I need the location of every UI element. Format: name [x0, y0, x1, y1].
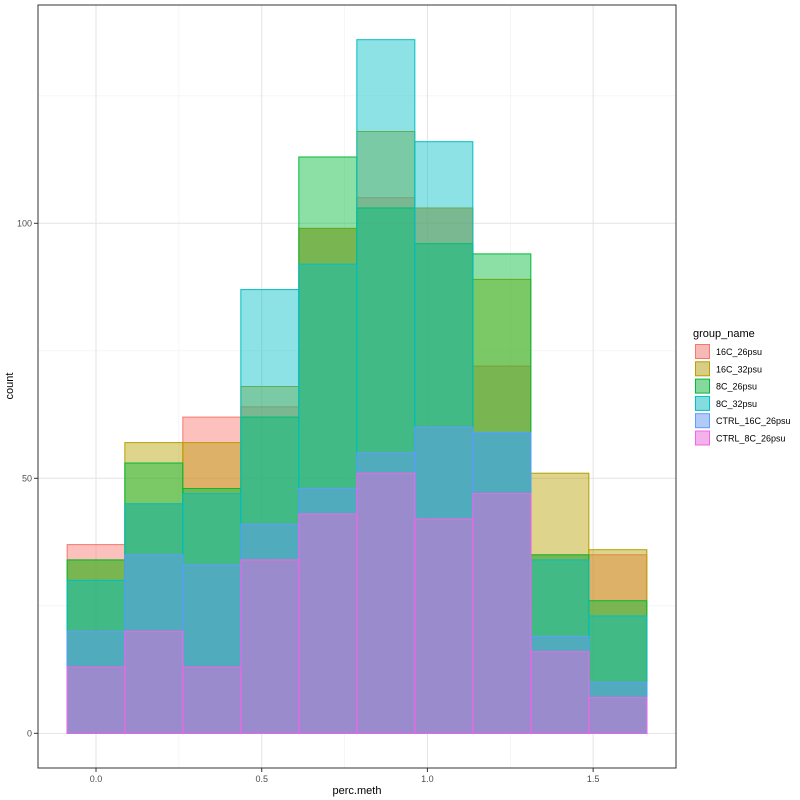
legend-key-bg — [695, 378, 710, 394]
bar-CTRL_8C_26psu-bin-7 — [472, 493, 532, 734]
bar-8C_32psu-bin-7 — [472, 431, 532, 734]
bar-16C_26psu-bin-8 — [530, 554, 590, 734]
x-tick-label: 1.0 — [421, 774, 434, 784]
series-16C_26psu — [66, 197, 648, 734]
y-axis-ticks: 0 50 100 — [17, 218, 38, 738]
legend-label: 8C_26psu — [716, 382, 757, 392]
legend-item-8C_32psu: 8C_32psu — [695, 395, 757, 411]
y-axis-label: count — [4, 373, 16, 400]
bar-16C_32psu-bin-0 — [66, 559, 126, 734]
bars — [66, 39, 648, 734]
legend-label: 8C_32psu — [716, 399, 757, 409]
legend-key-bg — [695, 344, 710, 359]
bar-8C_26psu-bin-6 — [414, 243, 474, 734]
bar-16C_26psu-bin-4 — [298, 227, 358, 734]
bar-16C_26psu-bin-3 — [240, 406, 300, 734]
x-axis-label: perc.meth — [333, 785, 382, 797]
series-CTRL_8C_26psu — [66, 472, 648, 734]
legend-label: CTRL_8C_26psu — [716, 434, 786, 444]
bar-8C_32psu-bin-4 — [298, 263, 358, 734]
bar-8C_32psu-bin-6 — [414, 141, 474, 734]
bar-CTRL_8C_26psu-bin-9 — [588, 697, 648, 734]
legend-item-8C_26psu: 8C_26psu — [695, 378, 757, 394]
bar-8C_26psu-bin-1 — [124, 462, 184, 734]
bar-CTRL_16C_26psu-bin-5 — [356, 452, 416, 734]
bar-CTRL_8C_26psu-bin-1 — [124, 630, 184, 734]
bar-CTRL_16C_26psu-bin-9 — [588, 681, 648, 734]
legend-key-bg — [695, 413, 710, 429]
bar-CTRL_16C_26psu-bin-1 — [124, 554, 184, 734]
bar-8C_32psu-bin-0 — [66, 579, 126, 734]
bar-16C_32psu-bin-4 — [298, 227, 358, 734]
legend-label: CTRL_16C_26psu — [716, 416, 791, 426]
legend-item-CTRL_8C_26psu: CTRL_8C_26psu — [695, 430, 786, 446]
plot-border — [37, 4, 677, 769]
bar-CTRL_8C_26psu-bin-4 — [298, 513, 358, 734]
legend-swatch — [695, 378, 710, 394]
x-tick-label: 0.5 — [255, 774, 268, 784]
y-tick-label: 0 — [27, 728, 32, 738]
y-tick-label: 50 — [22, 473, 32, 483]
bar-CTRL_16C_26psu-bin-3 — [240, 523, 300, 734]
legend-swatch — [695, 361, 710, 377]
legend-label: 16C_26psu — [716, 347, 762, 357]
bar-16C_26psu-bin-6 — [414, 207, 474, 734]
legend-swatch — [695, 344, 710, 359]
legend-title: group_name — [693, 328, 755, 340]
bar-16C_26psu-bin-7 — [472, 365, 532, 734]
x-tick-label: 1.5 — [587, 774, 600, 784]
series-8C_32psu — [66, 39, 648, 734]
bar-8C_26psu-bin-4 — [298, 156, 358, 734]
bar-16C_26psu-bin-9 — [588, 554, 648, 734]
bar-CTRL_16C_26psu-bin-6 — [414, 426, 474, 734]
bar-16C_26psu-bin-0 — [66, 544, 126, 734]
bar-8C_32psu-bin-3 — [240, 289, 300, 734]
legend-key-bg — [695, 395, 710, 411]
legend-item-CTRL_16C_26psu: CTRL_16C_26psu — [695, 413, 791, 429]
bar-CTRL_16C_26psu-bin-8 — [530, 635, 590, 734]
y-tick-label: 100 — [17, 218, 32, 228]
bar-CTRL_8C_26psu-bin-6 — [414, 518, 474, 734]
bar-8C_32psu-bin-8 — [530, 559, 590, 734]
legend-swatch — [695, 413, 710, 429]
bar-16C_32psu-bin-7 — [472, 278, 532, 734]
legend-swatch — [695, 430, 710, 446]
legend-label: 16C_32psu — [716, 364, 762, 374]
legend-key-bg — [695, 361, 710, 377]
bar-CTRL_8C_26psu-bin-5 — [356, 472, 416, 734]
bar-CTRL_8C_26psu-bin-2 — [182, 666, 242, 734]
bar-8C_26psu-bin-2 — [182, 488, 242, 734]
bar-8C_26psu-bin-3 — [240, 416, 300, 734]
bar-16C_26psu-bin-1 — [124, 503, 184, 734]
bar-8C_32psu-bin-2 — [182, 493, 242, 734]
legend-key-bg — [695, 430, 710, 446]
bar-CTRL_8C_26psu-bin-3 — [240, 559, 300, 734]
x-axis-ticks: 0.0 0.5 1.0 1.5 — [90, 768, 600, 784]
legend-item-16C_26psu: 16C_26psu — [695, 344, 762, 359]
bar-16C_26psu-bin-2 — [182, 416, 242, 734]
bar-CTRL_8C_26psu-bin-8 — [530, 651, 590, 734]
legend: group_name 16C_26psu 16C_32psu 8C_26psu 8C_… — [693, 328, 791, 446]
legend-item-16C_32psu: 16C_32psu — [695, 361, 762, 377]
bar-16C_32psu-bin-6 — [414, 207, 474, 734]
legend-swatch — [695, 395, 710, 411]
x-tick-label: 0.0 — [90, 774, 103, 784]
series-CTRL_16C_26psu — [66, 426, 648, 734]
bar-8C_32psu-bin-9 — [588, 615, 648, 734]
bar-CTRL_8C_26psu-bin-0 — [66, 666, 126, 734]
bar-8C_26psu-bin-0 — [66, 559, 126, 734]
